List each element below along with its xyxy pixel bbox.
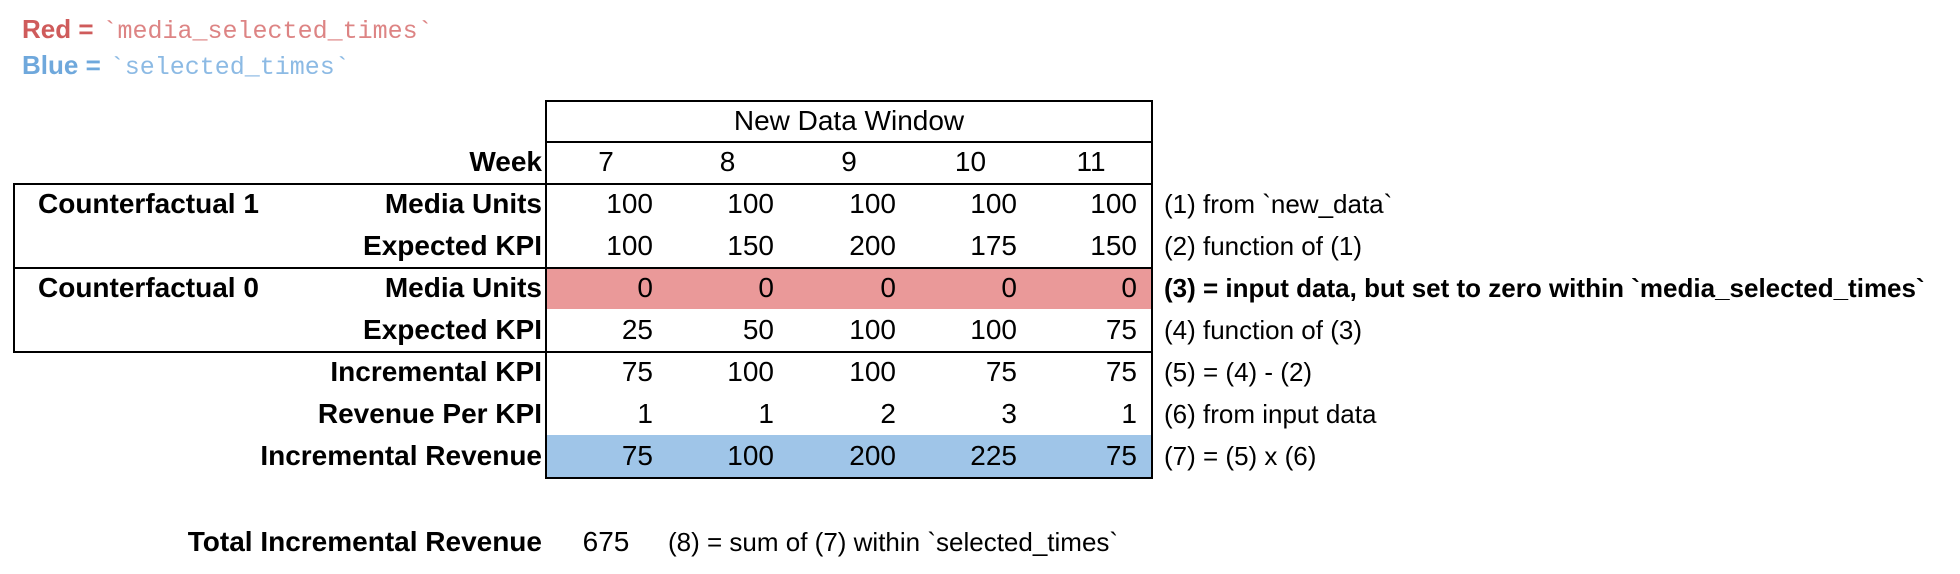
legend-red-label: Red = <box>22 14 94 44</box>
data-cell: 175 <box>970 230 1017 261</box>
data-cell: 75 <box>1105 314 1137 345</box>
data-cell: 100 <box>849 314 896 345</box>
week-cell: 10 <box>954 146 987 177</box>
data-cell: 0 <box>1121 272 1137 303</box>
table-border <box>13 183 1153 185</box>
total-incremental-revenue-label: Total Incremental Revenue <box>187 526 542 557</box>
data-cell: 75 <box>985 356 1017 387</box>
row-annotation: (7) = (5) x (6) <box>1164 441 1317 471</box>
row-label: Media Units <box>384 188 542 219</box>
row-annotation: (4) function of (3) <box>1164 315 1362 345</box>
data-cell: 25 <box>621 314 653 345</box>
data-cell: 200 <box>849 230 896 261</box>
data-cell: 75 <box>621 356 653 387</box>
data-cell: 2 <box>880 398 896 429</box>
legend-blue-code: `selected_times` <box>109 53 350 82</box>
data-cell: 100 <box>727 188 774 219</box>
data-cell: 75 <box>621 440 653 471</box>
data-cell: 100 <box>727 356 774 387</box>
data-cell: 150 <box>1090 230 1137 261</box>
data-cell: 200 <box>849 440 896 471</box>
data-cell: 100 <box>727 440 774 471</box>
data-cell: 75 <box>1105 440 1137 471</box>
table-border <box>545 477 1153 479</box>
total-incremental-revenue-value: 675 <box>582 526 630 557</box>
data-cell: 50 <box>742 314 774 345</box>
week-label: Week <box>469 146 542 177</box>
row-label: Media Units <box>384 272 542 303</box>
data-cell: 100 <box>849 356 896 387</box>
data-cell: 0 <box>880 272 896 303</box>
total-annotation: (8) = sum of (7) within `selected_times` <box>668 527 1119 557</box>
table-border <box>13 351 1153 353</box>
data-cell: 225 <box>970 440 1017 471</box>
data-cell: 0 <box>1001 272 1017 303</box>
data-cell: 75 <box>1105 356 1137 387</box>
week-cell: 7 <box>598 146 614 177</box>
row-label: Expected KPI <box>363 230 542 261</box>
data-cell: 100 <box>606 230 653 261</box>
new-data-window-header: New Data Window <box>733 105 965 136</box>
data-cell: 100 <box>970 188 1017 219</box>
data-cell: 100 <box>849 188 896 219</box>
legend-blue-line: Blue = `selected_times` <box>22 50 350 82</box>
data-cell: 1 <box>1121 398 1137 429</box>
table-border <box>1151 100 1153 479</box>
week-cell: 11 <box>1076 146 1106 177</box>
table-border <box>13 267 1153 269</box>
data-cell: 0 <box>637 272 653 303</box>
row-annotation: (3) = input data, but set to zero within… <box>1164 273 1925 303</box>
media-selected-times-highlight <box>547 269 1151 309</box>
week-cell: 8 <box>719 146 736 177</box>
data-cell: 100 <box>606 188 653 219</box>
legend-red-code: `media_selected_times` <box>102 17 433 46</box>
group-label-counterfactual-1: Counterfactual 1 <box>38 188 259 219</box>
data-cell: 3 <box>1001 398 1017 429</box>
table-border <box>13 183 15 353</box>
row-annotation: (2) function of (1) <box>1164 231 1362 261</box>
legend-blue-label: Blue = <box>22 50 101 80</box>
data-cell: 100 <box>1090 188 1137 219</box>
row-label: Incremental Revenue <box>260 440 542 471</box>
legend-red-line: Red = `media_selected_times` <box>22 14 433 46</box>
selected-times-highlight <box>547 435 1151 477</box>
group-label-counterfactual-0: Counterfactual 0 <box>38 272 259 303</box>
row-annotation: (5) = (4) - (2) <box>1164 357 1313 387</box>
row-label: Revenue Per KPI <box>317 398 542 429</box>
data-cell: 150 <box>727 230 774 261</box>
row-annotation: (6) from input data <box>1164 399 1377 429</box>
table-border <box>545 141 1153 143</box>
table-border <box>545 100 547 479</box>
data-cell: 100 <box>970 314 1017 345</box>
row-label: Incremental KPI <box>330 356 542 387</box>
row-annotation: (1) from `new_data` <box>1164 189 1393 219</box>
data-cell: 1 <box>758 398 774 429</box>
data-cell: 1 <box>637 398 653 429</box>
row-label: Expected KPI <box>363 314 542 345</box>
table-border <box>545 100 1153 102</box>
data-cell: 0 <box>758 272 774 303</box>
week-cell: 9 <box>841 146 857 177</box>
